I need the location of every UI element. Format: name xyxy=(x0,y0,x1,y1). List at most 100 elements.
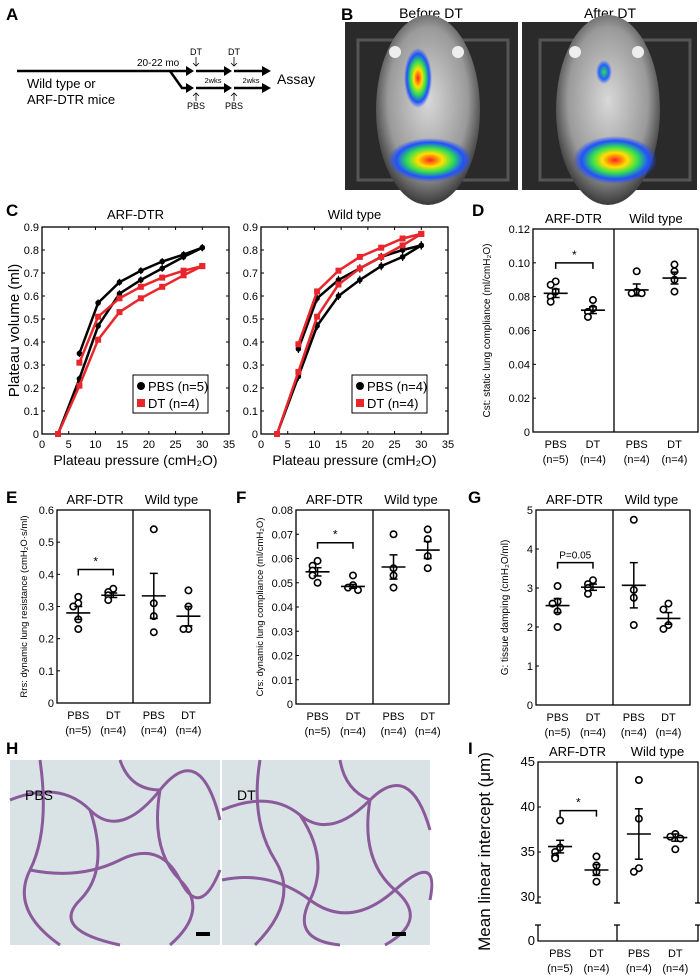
data-point xyxy=(116,295,123,302)
data-point xyxy=(335,293,342,299)
data-point xyxy=(588,296,597,305)
data-point xyxy=(583,312,592,321)
data-point xyxy=(116,290,123,297)
data-point xyxy=(159,274,166,281)
x-tick-label: 5 xyxy=(285,439,291,451)
histology-title-pbs: PBS xyxy=(25,787,53,803)
histology-image-dt xyxy=(221,759,434,947)
sample-size-label: (n=5) xyxy=(543,454,569,466)
data-point xyxy=(399,235,406,242)
plot-frame xyxy=(537,761,699,942)
group-2 xyxy=(381,530,406,592)
data-point xyxy=(95,323,101,329)
chart-title: Wild type xyxy=(328,207,381,222)
data-point xyxy=(356,265,363,272)
y-tick-label: 0.10 xyxy=(509,258,530,270)
sample-size-label: (n=4) xyxy=(580,727,606,739)
data-point xyxy=(551,854,560,863)
data-point xyxy=(399,254,406,260)
data-point xyxy=(199,244,206,251)
data-point xyxy=(76,350,83,357)
y-tick-label: 0.2 xyxy=(24,383,39,395)
legend-marker xyxy=(137,399,145,407)
significance-bracket xyxy=(77,568,114,576)
y-tick-label: 0.6 xyxy=(39,505,54,517)
start-label-line2: ARF-DTR mice xyxy=(27,92,115,107)
image-title-after: After DT xyxy=(584,5,637,21)
group-0 xyxy=(305,556,330,587)
y-tick-label: 5 xyxy=(527,505,533,517)
y-tick-label: 0.04 xyxy=(509,359,530,371)
y-tick-label: 0.2 xyxy=(39,634,54,646)
y-axis-label: Cst: static lung compliance (ml/cmH₂O) xyxy=(482,244,493,418)
data-point xyxy=(378,253,385,260)
group-title: ARF-DTR xyxy=(546,492,603,507)
group-1 xyxy=(101,584,126,605)
data-point xyxy=(138,277,144,283)
y-axis-label: Rrs: dynamic lung resistance (cmH₂O·s/ml… xyxy=(19,515,30,697)
category-label: PBS xyxy=(383,711,405,723)
data-point xyxy=(179,625,188,634)
y-tick-label: 0.08 xyxy=(509,292,530,304)
category-label: PBS xyxy=(547,712,569,724)
category-label: PBS xyxy=(143,710,165,722)
assay-label: Assay xyxy=(277,71,315,87)
category-label: DT xyxy=(181,710,196,722)
group-1 xyxy=(340,571,365,595)
y-tick-label: 0.6 xyxy=(243,291,258,303)
y-tick-label: 0.3 xyxy=(39,602,54,614)
sample-size-label: (n=4) xyxy=(626,963,652,975)
sample-size-label: (n=5) xyxy=(305,726,331,738)
sample-size-label: (n=4) xyxy=(175,725,201,737)
group-2 xyxy=(624,267,649,298)
category-label: PBS xyxy=(545,439,567,451)
scale-bar-pbs xyxy=(196,932,210,936)
panel-label-c: C xyxy=(6,201,18,220)
timeline-lines xyxy=(17,69,262,90)
data-point xyxy=(116,279,123,286)
x-tick-label: 0 xyxy=(39,439,45,451)
y-tick-label: 0.3 xyxy=(243,360,258,372)
data-point xyxy=(664,599,673,608)
series-square xyxy=(55,263,206,437)
sample-size-label: (n=4) xyxy=(141,725,167,737)
dt-injection-2: DT xyxy=(228,47,240,57)
data-point xyxy=(335,277,342,283)
significance-label: * xyxy=(333,528,338,542)
data-point xyxy=(357,277,363,283)
legend-label: PBS (n=4) xyxy=(367,379,427,394)
panel-label-d: D xyxy=(472,201,484,220)
data-point xyxy=(55,431,62,437)
charts: 0 5 10 15 20 25 30 3500.10.20.30.40.50.60.70.80… xyxy=(6,207,700,975)
y-tick-label: 0.01 xyxy=(272,675,293,687)
data-point xyxy=(378,244,385,251)
category-label: DT xyxy=(420,711,435,723)
y-tick-label: 0 xyxy=(252,429,258,441)
group-2 xyxy=(141,525,166,637)
legend-marker xyxy=(356,382,364,390)
group-3 xyxy=(176,586,201,634)
y-tick-label: 0.12 xyxy=(509,224,530,236)
group-title: Wild type xyxy=(631,744,684,759)
y-tick-label: 0.5 xyxy=(243,314,258,326)
category-label: DT xyxy=(668,948,683,960)
y-tick-label: 0.5 xyxy=(24,314,39,326)
data-point xyxy=(313,556,322,565)
sample-size-label: (n=4) xyxy=(662,963,688,975)
y-tick-label: 0.03 xyxy=(272,626,293,638)
data-point xyxy=(116,309,123,316)
sample-size-label: (n=4) xyxy=(340,726,366,738)
data-point xyxy=(104,596,113,605)
y-tick-label: 0.2 xyxy=(243,383,258,395)
group-title: ARF-DTR xyxy=(66,492,123,507)
sample-size-label: (n=4) xyxy=(655,727,681,739)
y-tick-label: 30 xyxy=(521,889,535,904)
y-axis-label: Crs: dynamic lung compliance (ml/cmH₂O) xyxy=(255,518,266,697)
data-point xyxy=(634,775,643,784)
y-tick-label: 0 xyxy=(524,427,530,439)
group-title: Wild type xyxy=(625,492,678,507)
x-tick-label: 15 xyxy=(335,439,347,451)
sample-size-label: (n=4) xyxy=(583,963,609,975)
x-axis-label: Plateau pressure (cmH₂O) xyxy=(53,452,217,468)
panel-label-h: H xyxy=(6,739,18,758)
